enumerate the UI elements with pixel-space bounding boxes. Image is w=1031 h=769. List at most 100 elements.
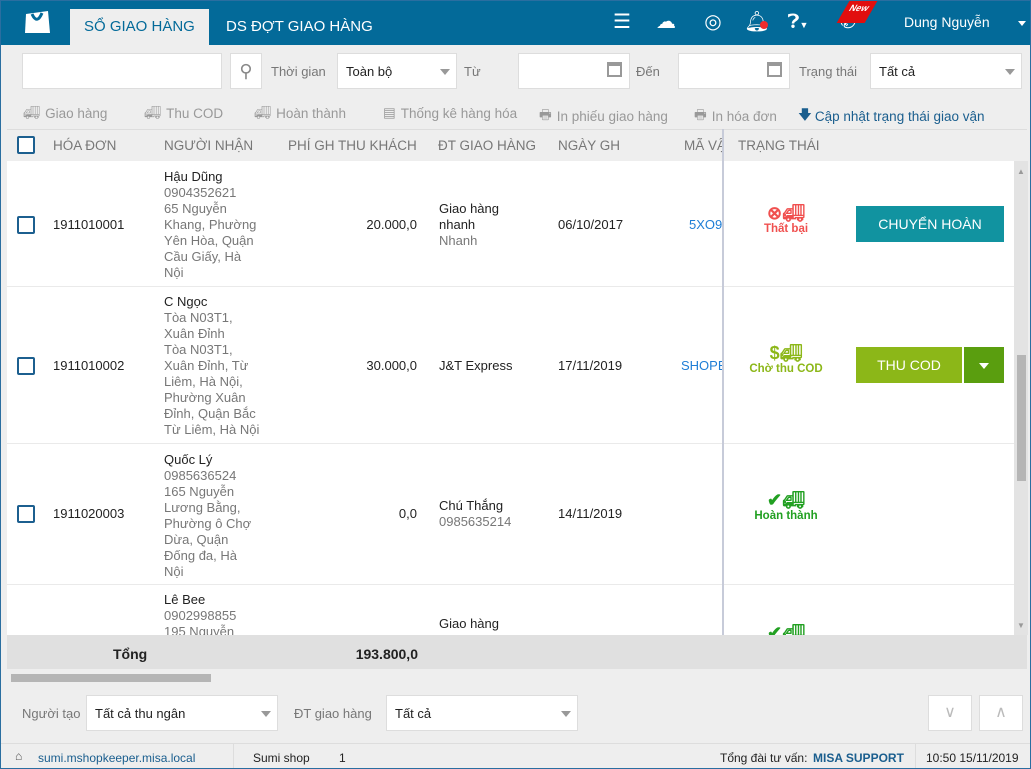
cod-truck-icon: $🚚︎ (769, 343, 803, 363)
menu-icon[interactable]: ☰ (613, 11, 631, 33)
col-fee[interactable]: PHÍ GH THU KHÁCH (288, 138, 417, 153)
update-status-label: Cập nhật trạng thái giao vận (814, 109, 985, 124)
recipient-line: Nội (164, 564, 184, 579)
partner-sub: 0985635214 (439, 514, 512, 529)
calendar-icon[interactable] (767, 62, 782, 77)
user-name[interactable]: Dung Nguyễn (904, 14, 990, 30)
home-icon[interactable]: ⌂ (15, 749, 23, 763)
scroll-down-button[interactable]: ∨ (928, 695, 972, 731)
status-select-value: Tất cả (879, 64, 916, 79)
recipient-name: C Ngọc (164, 294, 208, 309)
chevron-down-icon (261, 711, 271, 717)
time-select[interactable]: Toàn bộ (337, 53, 457, 89)
vertical-scroll-thumb[interactable] (1017, 355, 1026, 481)
table-row[interactable]: 1911010001 Hậu Dũng 0904352621 65 Nguyễn… (7, 161, 1014, 287)
stats-button[interactable]: ▤ Thống kê hàng hóa (383, 105, 517, 121)
cod-dropdown-button[interactable] (964, 347, 1004, 383)
cod-button[interactable]: 🚚︎ Thu COD (144, 105, 223, 121)
row-checkbox[interactable] (17, 357, 35, 375)
deliver-button[interactable]: 🚚︎ Giao hàng (23, 105, 107, 121)
collect-cod-button[interactable]: THU COD (856, 347, 962, 383)
partner-select[interactable]: Tất cả (386, 695, 578, 731)
arrow-down-icon: 🡇 (798, 107, 812, 122)
search-icon[interactable]: ⚲ (230, 53, 262, 89)
chevron-down-icon (440, 69, 450, 75)
cod-truck-icon: 🚚︎ (144, 105, 162, 120)
recipient-line: Khang, Phường (164, 217, 257, 232)
support-link[interactable]: MISA SUPPORT (813, 751, 904, 765)
bell-icon[interactable]: 🔔︎ (744, 11, 770, 33)
chevron-down-icon (979, 363, 989, 369)
chevron-down-icon (561, 711, 571, 717)
col-status[interactable]: TRẠNG THÁI (738, 138, 820, 153)
partner: Giao hàng nhanh Nhanh (439, 201, 499, 249)
tab-so-giao-hang[interactable]: SỔ GIAO HÀNG (70, 9, 209, 45)
recipient: Lê Bee 0902998855 195 Nguyễn (164, 592, 264, 635)
col-invoice[interactable]: HÓA ĐƠN (53, 138, 117, 153)
check-truck-icon: ✔🚚︎ (767, 490, 805, 510)
list-icon: ▤ (383, 105, 396, 120)
table-header (7, 129, 1027, 161)
horizontal-scroll-thumb[interactable] (11, 674, 211, 682)
status-select[interactable]: Tất cả (870, 53, 1022, 89)
to-label: Đến (636, 64, 660, 79)
chevron-down-icon (1005, 69, 1015, 75)
search-input[interactable] (22, 53, 222, 89)
invoice-number: 1911020003 (53, 506, 125, 521)
scroll-down-icon[interactable]: ▼ (1017, 621, 1025, 630)
print-slip-button[interactable]: 🖶 In phiếu giao hàng (539, 105, 668, 128)
recipient-line: Tòa N03T1, (164, 342, 233, 357)
recipient-line: Đống đa, Hà (164, 548, 237, 563)
return-button[interactable]: CHUYỂN HOÀN (856, 206, 1004, 242)
recipient-line: Lương Bằng, (164, 500, 241, 515)
horizontal-scrollbar[interactable] (7, 669, 1027, 686)
tab-ds-dot-giao-hang[interactable]: DS ĐỢT GIAO HÀNG (226, 18, 373, 35)
recipient-line: Cầu Giấy, Hà (164, 249, 242, 264)
help-icon[interactable]: ❓︎▼ (787, 11, 809, 33)
table-row[interactable]: 1911020003 Quốc Lý 0985636524 165 Nguyễn… (7, 444, 1014, 585)
shop-name: Sumi shop (253, 751, 310, 765)
scroll-up-button[interactable]: ∧ (979, 695, 1023, 731)
scroll-up-icon[interactable]: ▲ (1017, 167, 1025, 176)
recipient-line: Tòa N03T1, (164, 310, 233, 325)
select-all-checkbox[interactable] (17, 136, 35, 154)
calendar-icon[interactable] (607, 62, 622, 77)
status-text: Hoàn thành (754, 510, 818, 522)
cloud-sync-icon[interactable]: ☁ (656, 11, 676, 33)
to-date-input[interactable] (678, 53, 790, 89)
col-recipient[interactable]: NGƯỜI NHẬN (164, 138, 254, 153)
row-checkbox[interactable] (17, 505, 35, 523)
update-status-button[interactable]: 🡇 Cập nhật trạng thái giao vận (798, 105, 985, 128)
partner-line: nhanh (439, 217, 476, 232)
vertical-scrollbar[interactable]: ▲ ▼ (1014, 161, 1028, 635)
user-dropdown-arrow-icon[interactable] (1018, 21, 1026, 26)
table-row[interactable]: 1911010002 C Ngọc Tòa N03T1, Xuân Đỉnh T… (7, 287, 1014, 444)
totals-row (7, 635, 1027, 669)
status-text: Thất bại (763, 223, 809, 235)
creator-select-value: Tất cả thu ngân (95, 706, 186, 721)
complete-button[interactable]: 🚚︎ Hoàn thành (254, 105, 346, 121)
shop-count: 1 (339, 751, 346, 765)
divider (233, 744, 234, 768)
print-invoice-button[interactable]: 🖶 In hóa đơn (694, 105, 777, 128)
recipient-line: Yên Hòa, Quận (164, 233, 254, 248)
creator-select[interactable]: Tất cả thu ngân (86, 695, 278, 731)
row-checkbox[interactable] (17, 216, 35, 234)
fee: 20.000,0 (366, 217, 417, 232)
delivery-date: 14/11/2019 (558, 506, 623, 521)
fee: 0,0 (398, 506, 417, 521)
col-partner[interactable]: ĐT GIAO HÀNG (438, 138, 537, 153)
server-url[interactable]: sumi.mshopkeeper.misa.local (38, 751, 196, 765)
from-label: Từ (464, 64, 481, 79)
recipient-line: 165 Nguyễn (164, 484, 235, 499)
table-row[interactable]: Lê Bee 0902998855 195 Nguyễn Giao hàng ✔… (7, 585, 1014, 635)
swirl-logo-icon[interactable]: ◎ (704, 11, 722, 33)
tracking-code[interactable]: SHOPEE (681, 358, 723, 373)
frozen-column-divider (722, 129, 724, 635)
from-date-input[interactable] (518, 53, 630, 89)
tracking-code[interactable]: 5XO9V (689, 217, 723, 232)
col-tracking[interactable]: MÃ VẬ (684, 138, 723, 153)
col-date[interactable]: NGÀY GH (558, 138, 621, 153)
check-truck-icon: ✔🚚︎ (767, 623, 805, 635)
recipient-line: Nội (164, 265, 184, 280)
